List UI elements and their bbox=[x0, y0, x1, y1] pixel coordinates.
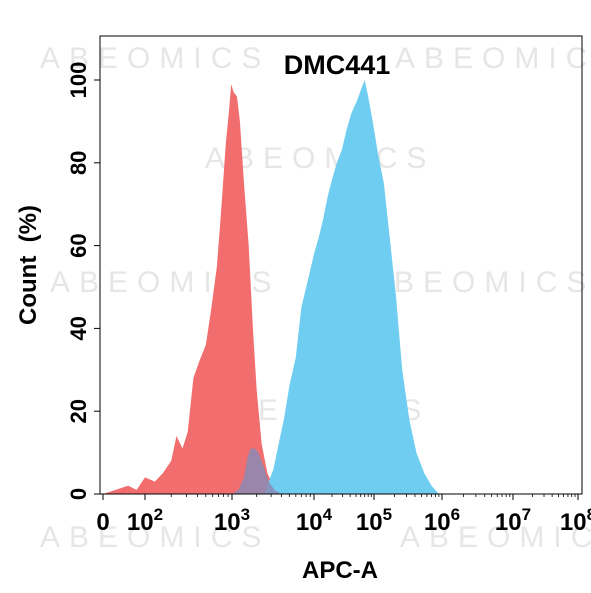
plot-frame bbox=[99, 35, 583, 495]
x-axis-title: APC-A bbox=[302, 557, 378, 584]
x-tick-exponent: 4 bbox=[323, 505, 333, 524]
y-axis: 0 20 40 60 80 100 bbox=[66, 62, 100, 500]
y-tick-label: 0 bbox=[66, 488, 91, 500]
watermark-text: ABEOMICS bbox=[400, 521, 591, 554]
series-area-0 bbox=[103, 84, 282, 494]
x-tick-exponent: 6 bbox=[451, 505, 460, 524]
x-tick-label: 108 bbox=[560, 505, 591, 536]
y-tick-label: 40 bbox=[66, 316, 91, 340]
x-tick-label: 104 bbox=[296, 505, 333, 536]
x-tick-exponent: 8 bbox=[587, 505, 591, 524]
y-tick-label: 100 bbox=[66, 62, 91, 99]
chart-title: DMC441 bbox=[284, 50, 391, 80]
series-area-1 bbox=[264, 80, 439, 494]
x-tick-exponent: 5 bbox=[383, 505, 392, 524]
x-tick-label: 105 bbox=[356, 505, 392, 536]
x-tick-exponent: 3 bbox=[241, 505, 250, 524]
series-area-2 bbox=[232, 448, 282, 494]
y-axis-title: Count (%) bbox=[15, 205, 42, 325]
watermark-text: ABEOMICS bbox=[365, 266, 591, 299]
y-tick-label: 60 bbox=[66, 233, 91, 257]
y-tick-label: 20 bbox=[66, 399, 91, 423]
y-tick-label: 80 bbox=[66, 151, 91, 175]
histogram-series bbox=[103, 80, 439, 494]
x-tick-label: 103 bbox=[214, 505, 250, 536]
watermark-text: ABEOMICS bbox=[40, 42, 270, 75]
x-tick-label: 0 bbox=[96, 509, 109, 536]
x-tick-exponent: 2 bbox=[154, 505, 163, 524]
watermark-text: ABEOMICS bbox=[395, 42, 591, 75]
x-tick-exponent: 7 bbox=[522, 505, 531, 524]
watermark-text: ABEOMICS bbox=[40, 521, 270, 554]
